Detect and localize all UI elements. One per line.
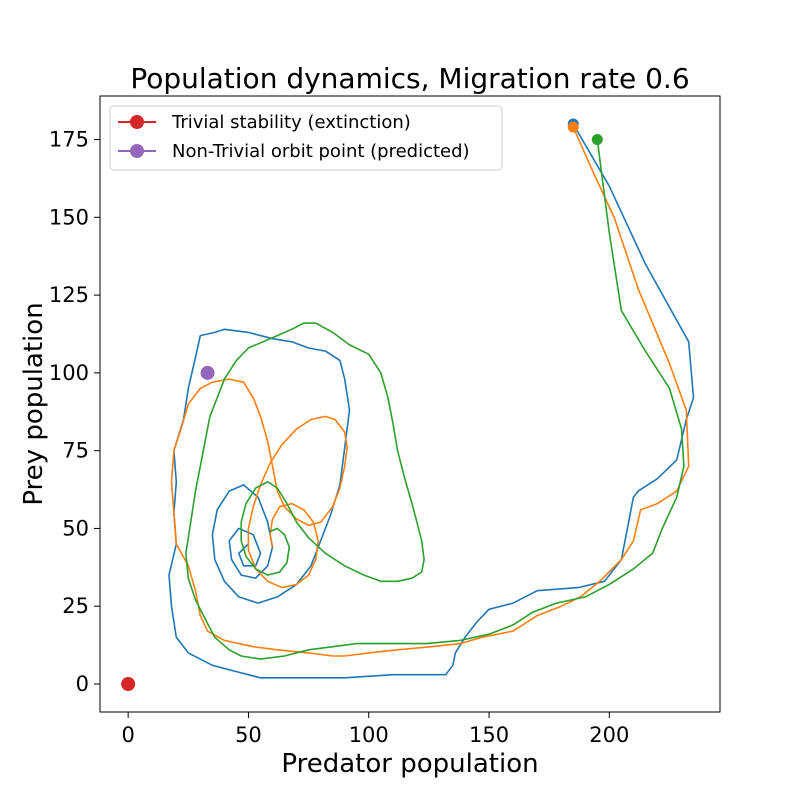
chart-title: Population dynamics, Migration rate 0.6 [130,62,689,95]
y-tick-label: 25 [62,594,89,618]
legend-box [109,105,503,171]
y-tick-label: 50 [62,516,89,540]
series-line-0 [168,123,695,679]
x-tick-label: 100 [349,723,389,747]
non-trivial-orbit-point [200,365,215,380]
y-tick-label: 100 [49,361,89,385]
x-axis-label: Predator population [281,749,538,779]
y-tick-label: 125 [49,283,89,307]
legend: Trivial stability (extinction) Non-Trivi… [109,105,503,171]
plot-frame [99,95,721,713]
series-layer [168,123,695,679]
x-axis: 0 50 100 150 200 [121,712,629,747]
legend-marker-nontrivial [130,144,144,158]
series-line-2 [185,139,685,660]
series-start-marker-2 [591,134,603,146]
points-layer [121,118,603,691]
legend-label-nontrivial: Non-Trivial orbit point (predicted) [172,141,470,162]
x-tick-label: 50 [235,723,262,747]
series-start-marker-1 [567,121,579,133]
legend-marker-trivial [130,115,144,129]
x-tick-label: 200 [589,723,629,747]
legend-label-trivial: Trivial stability (extinction) [171,112,411,133]
y-axis: 0 25 50 75 100 125 150 175 [49,128,100,696]
x-tick-label: 150 [469,723,509,747]
x-tick-label: 0 [121,723,134,747]
y-tick-label: 175 [49,128,89,152]
y-tick-label: 150 [49,205,89,229]
y-axis-label: Prey population [19,302,49,505]
trivial-stability-point [121,677,136,691]
y-tick-label: 0 [76,672,89,696]
y-tick-label: 75 [62,439,89,463]
